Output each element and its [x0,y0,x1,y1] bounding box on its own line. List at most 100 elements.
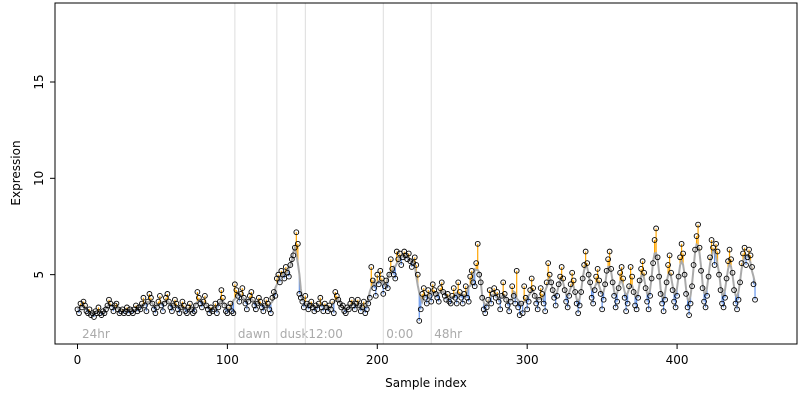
data-point [707,254,713,261]
data-point [365,300,372,307]
data-point [723,275,730,282]
data-point [405,250,412,257]
data-point [227,300,234,307]
data-point [447,300,454,307]
data-point [698,267,704,274]
data-point [726,246,733,253]
data-point [287,262,294,268]
data-point [537,285,544,291]
data-point [716,271,722,278]
data-point [585,271,592,278]
data-point [645,306,652,313]
data-point [215,304,222,311]
data-point [561,287,568,293]
data-point [236,298,243,305]
data-point [602,281,608,288]
data-point [233,287,240,293]
y-tick-label: 10 [32,171,46,186]
data-point [501,291,508,297]
data-point [426,292,433,299]
data-point [504,302,511,309]
data-point [588,294,595,301]
data-point [717,287,724,293]
y-axis-title: Expression [9,140,23,205]
data-point [740,250,746,257]
data-point [542,308,549,315]
data-point [683,291,689,297]
data-point [569,269,576,276]
data-point [524,306,531,313]
data-point [686,312,692,318]
region-label: dusk [280,327,308,341]
data-point [638,266,644,272]
data-point [749,264,755,270]
data-point [614,298,620,305]
data-point [696,244,703,251]
data-point [609,279,616,286]
data-point [476,271,483,278]
data-point [329,298,336,305]
data-point [648,275,655,282]
data-point [459,300,466,307]
data-point [82,302,88,309]
region-markers: 24hr dawn dusk 12:00 0:00 48hr [82,3,462,344]
data-point [521,283,528,290]
region-label: 12:00 [308,327,343,341]
data-point [662,296,668,303]
data-point [113,300,120,307]
plot-frame [54,2,798,345]
data-point [593,273,599,280]
data-point [660,308,667,315]
data-point [302,292,309,299]
data-point [651,237,658,243]
data-point [374,271,381,278]
data-point [257,298,264,305]
data-point [558,264,565,270]
data-point [425,287,432,293]
data-point [375,281,382,288]
data-point [176,310,183,317]
data-point [187,300,193,307]
data-point [354,296,361,303]
data-point [681,271,688,278]
data-point [731,287,737,293]
region-label: 0:00 [386,327,413,341]
data-point [369,277,376,284]
data-point [317,294,324,301]
data-point [220,294,226,301]
data-point [377,267,384,274]
data-point [515,304,522,311]
data-point [528,275,535,282]
data-point [545,260,552,266]
data-point [564,304,571,311]
data-point [690,262,697,268]
data-point [293,229,300,236]
data-point [560,275,567,282]
data-point [623,308,629,315]
region-label: 24hr [82,327,110,341]
data-point [659,300,665,307]
data-point [506,308,513,315]
data-point [155,298,162,305]
data-point [533,300,540,307]
data-point [608,266,614,272]
data-point [618,264,625,270]
data-point [639,258,646,265]
data-point [148,294,154,301]
data-point [196,294,202,301]
data-point [473,260,480,266]
data-point [160,308,166,315]
data-point [617,269,623,276]
data-point [600,296,607,303]
data-point [232,281,238,288]
data-point [389,266,396,272]
data-point [714,248,721,255]
data-point [615,285,622,291]
data-point [512,300,519,307]
data-point [621,294,628,301]
data-point [272,292,279,299]
data-point [624,300,631,307]
data-point [510,292,517,299]
data-point [693,233,700,239]
data-point [495,298,502,305]
